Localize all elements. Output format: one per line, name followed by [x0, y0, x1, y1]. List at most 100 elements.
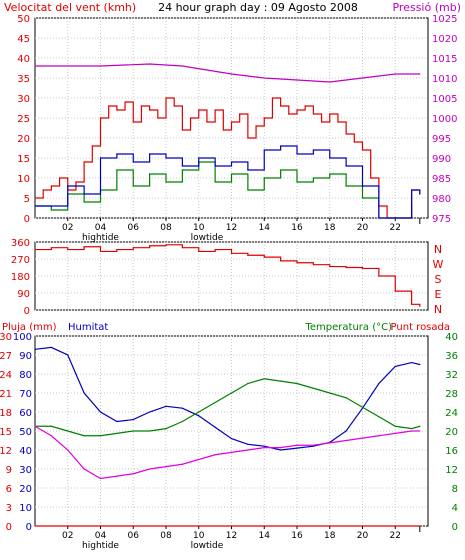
- series-temperatura-point: [378, 416, 380, 418]
- chart1-right-tick-label: 990: [432, 154, 451, 165]
- series-punt-rosada-point: [230, 451, 233, 453]
- series-mitjana-point: [67, 185, 69, 187]
- chart1-left-tick-label: 45: [17, 34, 30, 45]
- chart3-left-tick-label2: 10: [19, 503, 32, 514]
- series-velocitat-del-vent-point: [165, 97, 167, 99]
- series-r-fega-point: [312, 177, 314, 179]
- series-punt-rosada-point: [247, 449, 249, 451]
- series-temperatura-point: [312, 387, 314, 389]
- series-humitat-point: [263, 445, 265, 447]
- chart2-left-tick-label: 180: [11, 272, 30, 283]
- series-temperatura-point: [296, 382, 298, 385]
- series-velocitat-del-vent-point: [230, 121, 233, 123]
- series-temperatura-point: [394, 425, 396, 427]
- series-humitat-point: [378, 382, 380, 385]
- series-r-fega-point: [230, 173, 233, 175]
- series-velocitat-del-vent-point: [239, 113, 241, 115]
- chart3-left-tick-label2: 0: [26, 522, 32, 533]
- series-punt-rosada-point: [165, 466, 167, 468]
- series-velocitat-del-vent-point: [320, 121, 323, 123]
- series-direcci-del-vent-point: [296, 262, 298, 264]
- panel-1-xtick-label: 14: [259, 223, 271, 233]
- series-pressi--point: [394, 73, 396, 75]
- series-pluja-point: [419, 525, 421, 527]
- chart1-left-tick-label: 10: [17, 174, 30, 185]
- series-temperatura-point: [116, 432, 118, 434]
- series-velocitat-del-vent-point: [116, 109, 118, 111]
- panel-3-lowtide-label: lowtide: [191, 541, 224, 551]
- series-temperatura-point: [411, 428, 413, 430]
- series-r-fega-point: [214, 181, 216, 183]
- series-punt-rosada-point: [280, 447, 282, 449]
- series-mitjana-point: [83, 193, 85, 195]
- series-velocitat-del-vent-point: [247, 137, 249, 139]
- chart1-left-tick-label: 0: [24, 214, 30, 225]
- chart3-left-tick-label2: 90: [19, 351, 32, 362]
- panel-1-xtick-label: 02: [62, 223, 73, 233]
- chart3-left-tick-label: 18: [0, 408, 12, 419]
- series-humitat-point: [345, 430, 347, 432]
- series-pressi--point: [230, 73, 233, 75]
- series-humitat-point: [34, 348, 36, 350]
- series-direcci-del-vent-point: [247, 254, 249, 256]
- series-mitjana-point: [378, 217, 380, 219]
- series-velocitat-del-vent-point: [370, 177, 372, 179]
- series-r-fega-point: [50, 209, 52, 211]
- series-direcci-del-vent-point: [411, 303, 413, 305]
- series-direcci-del-vent-point: [34, 248, 36, 251]
- series-r-fega-point: [329, 173, 331, 175]
- series-direcci-del-vent-point: [345, 266, 347, 269]
- series-temperatura-point: [280, 380, 282, 382]
- series-mitjana-point: [34, 205, 36, 207]
- series-direcci-del-vent-point: [198, 250, 200, 253]
- series-velocitat-del-vent-point: [149, 109, 151, 111]
- chart3-left-tick-label: 30: [0, 332, 12, 343]
- chart3-left-tick-label: 21: [0, 389, 12, 400]
- chart3-right-tick-label: 24: [445, 408, 458, 419]
- series-r-fega-point: [83, 201, 85, 203]
- chart3-left-tick-label2: 100: [13, 332, 32, 343]
- chart2-compass-label: S: [435, 273, 442, 286]
- chart2-compass-label: N: [434, 243, 442, 256]
- series-r-fega-point: [132, 185, 134, 187]
- panel-3-xtick-label: 10: [193, 531, 205, 541]
- chart1-left-tick-label: 50: [17, 14, 30, 25]
- series-temperatura-point: [149, 430, 151, 432]
- series-punt-rosada-point: [149, 468, 151, 470]
- series-velocitat-del-vent-point: [108, 105, 110, 107]
- panel-1-xtick-label: 22: [390, 223, 401, 233]
- panel-1-xtick-label: 10: [193, 223, 205, 233]
- series-velocitat-del-vent-point: [337, 121, 339, 123]
- chart1-left-axis-label: Velocitat del vent (kmh): [4, 1, 136, 14]
- series-punt-rosada-point: [263, 447, 265, 449]
- series-velocitat-del-vent-point: [329, 113, 331, 115]
- series-punt-rosada-point: [34, 425, 36, 427]
- chart1-right-tick-label: 1005: [432, 94, 457, 105]
- series-humitat-point: [419, 363, 421, 366]
- chart1-right-tick-label: 975: [432, 214, 451, 225]
- series-pressi--point: [181, 65, 183, 67]
- chart1-right-tick-label: 1025: [432, 14, 457, 25]
- series-punt-rosada-point: [378, 435, 380, 437]
- series-temperatura-point: [132, 430, 134, 432]
- series-velocitat-del-vent-point: [361, 149, 364, 151]
- series-temperatura-point: [230, 392, 233, 394]
- series-mitjana-point: [296, 153, 298, 155]
- series-mitjana-point: [116, 153, 118, 155]
- series-direcci-del-vent-point: [214, 248, 216, 251]
- chart3-right-tick-label: 36: [445, 351, 458, 362]
- series-humitat-point: [83, 392, 85, 394]
- panel-3-frame: [34, 335, 429, 527]
- chart3-left-axis-label2: Humitat: [68, 322, 108, 333]
- series-r-fega-point: [149, 173, 151, 175]
- series-direcci-del-vent-point: [67, 248, 69, 251]
- series-punt-rosada-point: [198, 458, 200, 461]
- chart3-right-tick-label: 32: [445, 370, 458, 381]
- chart3-left-tick-label2: 50: [19, 427, 32, 438]
- series-direcci-del-vent-point: [149, 245, 151, 247]
- series-velocitat-del-vent-point: [206, 121, 208, 123]
- series-direcci-del-vent-point: [50, 247, 52, 249]
- series-velocitat-del-vent-point: [50, 185, 52, 187]
- series-velocitat-del-vent-point: [312, 113, 314, 115]
- chart3-left-tick-label: 6: [6, 484, 12, 495]
